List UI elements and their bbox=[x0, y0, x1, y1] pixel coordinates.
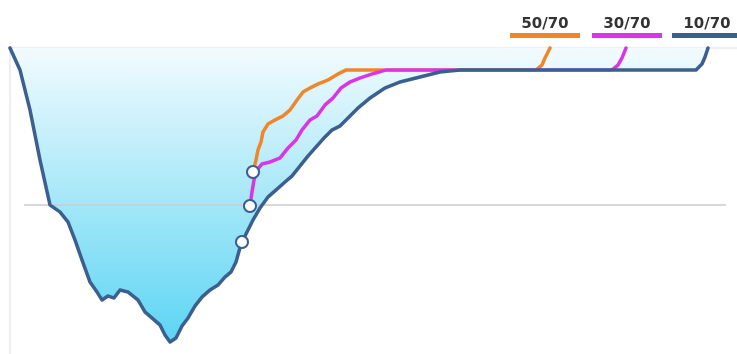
legend-item: 10/70 bbox=[672, 14, 737, 38]
legend-label-30-70: 30/70 bbox=[603, 14, 650, 32]
legend-label-10-70: 10/70 bbox=[683, 14, 730, 32]
legend-swatch-50-70 bbox=[510, 33, 580, 38]
series-marker-50-70 bbox=[246, 165, 260, 179]
legend-item: 50/70 bbox=[510, 14, 580, 38]
series-marker-10-70 bbox=[235, 235, 249, 249]
series-marker-30-70 bbox=[243, 199, 257, 213]
area-fill bbox=[10, 48, 708, 342]
legend-item: 30/70 bbox=[592, 14, 662, 38]
legend: 50/70 30/70 10/70 bbox=[510, 14, 737, 38]
legend-swatch-10-70 bbox=[672, 33, 737, 38]
series-line-10-70 bbox=[8, 46, 710, 344]
legend-label-50-70: 50/70 bbox=[521, 14, 568, 32]
legend-swatch-30-70 bbox=[592, 33, 662, 38]
